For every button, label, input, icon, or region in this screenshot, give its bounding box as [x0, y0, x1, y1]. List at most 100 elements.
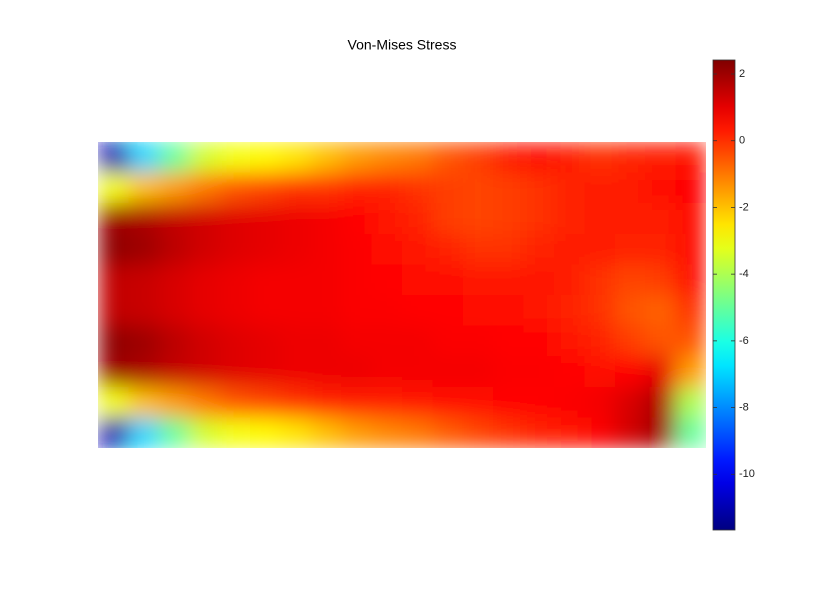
colorbar: [712, 59, 736, 531]
field-cell: [462, 264, 494, 296]
colorbar-tick-label: 0: [739, 135, 745, 147]
field-cell: [645, 417, 677, 449]
field-cell: [614, 356, 646, 388]
field-cell: [645, 386, 677, 418]
field-cell: [554, 417, 585, 449]
field-cell: [614, 325, 646, 357]
field-cell: [675, 142, 707, 174]
field-cell: [219, 264, 251, 296]
field-cell: [189, 417, 221, 449]
field-cell: [158, 203, 190, 235]
field-cell: [432, 386, 464, 418]
field-cell: [280, 295, 312, 327]
field-cell: [584, 142, 616, 174]
field-cell: [402, 386, 433, 418]
field-cell: [523, 417, 555, 449]
field-cell: [310, 417, 342, 449]
field-cell: [250, 386, 281, 418]
field-cell: [402, 295, 433, 327]
field-cell: [523, 233, 555, 265]
field-cell: [128, 172, 160, 204]
field-cell: [645, 295, 677, 327]
field-cell: [675, 325, 707, 357]
field-cell: [219, 417, 251, 449]
field-cell: [554, 356, 585, 388]
field-cell: [432, 325, 464, 357]
field-cell: [250, 233, 281, 265]
field-cell: [371, 203, 403, 235]
field-cell: [584, 386, 616, 418]
field-cell: [523, 386, 555, 418]
field-cell: [614, 417, 646, 449]
field-cell: [310, 142, 342, 174]
field-cell: [250, 325, 281, 357]
field-cell: [675, 233, 707, 265]
field-cell: [341, 233, 373, 265]
field-cell: [341, 356, 373, 388]
field-cell: [645, 233, 677, 265]
field-cell: [523, 325, 555, 357]
field-cell: [554, 172, 585, 204]
field: [98, 142, 707, 449]
field-cell: [341, 142, 373, 174]
field-cell: [614, 233, 646, 265]
field-cell: [219, 356, 251, 388]
field-cell: [128, 325, 160, 357]
field-cell: [614, 386, 646, 418]
field-cell: [280, 325, 312, 357]
field-cell: [280, 417, 312, 449]
field-cell: [432, 142, 464, 174]
field-cell: [493, 325, 525, 357]
field-cell: [402, 233, 433, 265]
field-cell: [584, 356, 616, 388]
field-cell: [402, 325, 433, 357]
field-cell: [250, 295, 281, 327]
field-cell: [98, 142, 129, 174]
field-cell: [554, 203, 585, 235]
field-cell: [675, 203, 707, 235]
field-cell: [493, 386, 525, 418]
field-cell: [280, 172, 312, 204]
field-cell: [493, 142, 525, 174]
field-cell: [128, 233, 160, 265]
field-cell: [219, 325, 251, 357]
field-cell: [614, 264, 646, 296]
field-cell: [128, 203, 160, 235]
field-cell: [371, 356, 403, 388]
field-cell: [493, 172, 525, 204]
field-cell: [645, 356, 677, 388]
field-cell: [432, 233, 464, 265]
field-cell: [645, 203, 677, 235]
field-cell: [402, 417, 433, 449]
field-cell: [462, 325, 494, 357]
field-cell: [614, 172, 646, 204]
field-cell: [341, 295, 373, 327]
field-cell: [432, 356, 464, 388]
field-cell: [584, 233, 616, 265]
field-cell: [219, 172, 251, 204]
field-cell: [98, 203, 129, 235]
field-cell: [523, 142, 555, 174]
field-cell: [462, 386, 494, 418]
field-cell: [371, 233, 403, 265]
field-cell: [614, 142, 646, 174]
field-cell: [280, 356, 312, 388]
field-cell: [584, 295, 616, 327]
field-cell: [371, 172, 403, 204]
field-cell: [310, 203, 342, 235]
field-cell: [128, 386, 160, 418]
field-cell: [523, 203, 555, 235]
field-cell: [341, 417, 373, 449]
field-cell: [614, 203, 646, 235]
field-cell: [189, 264, 221, 296]
field-cell: [432, 172, 464, 204]
field-cell: [310, 264, 342, 296]
field-cell: [554, 386, 585, 418]
colorbar-tick-label: -8: [739, 401, 749, 413]
field-cell: [462, 172, 494, 204]
field-cell: [554, 233, 585, 265]
field-cell: [280, 203, 312, 235]
field-cell: [98, 386, 129, 418]
field-cell: [462, 233, 494, 265]
field-cell: [341, 386, 373, 418]
